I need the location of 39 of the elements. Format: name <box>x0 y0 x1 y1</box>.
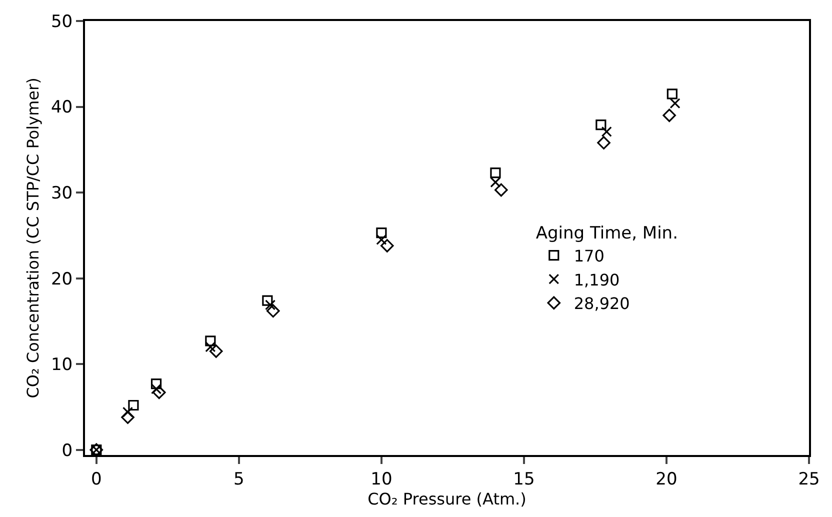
point <box>662 108 676 122</box>
point <box>494 183 508 197</box>
x-axis-title: CO₂ Pressure (Atm.) <box>368 489 526 508</box>
point <box>490 168 501 178</box>
y-axis-title: CO₂ Concentration (CC STP/CC Polymer) <box>23 78 42 398</box>
y-tick-label: 0 <box>62 440 73 461</box>
point <box>264 300 276 310</box>
legend-label: 28,920 <box>574 294 630 314</box>
point <box>152 386 166 400</box>
point <box>205 342 216 352</box>
legend-title: Aging Time, Min. <box>536 223 678 244</box>
x-tick-label: 20 <box>656 469 678 490</box>
y-tick-label: 40 <box>50 98 73 118</box>
point <box>121 410 134 424</box>
point <box>596 119 606 130</box>
point <box>666 88 678 100</box>
x-tick-label: 5 <box>234 469 244 490</box>
legend-label: 1,190 <box>574 270 620 290</box>
point <box>601 126 612 137</box>
point <box>670 98 680 109</box>
point <box>380 239 394 252</box>
point <box>266 304 280 318</box>
point <box>490 176 501 188</box>
x-tick-label: 15 <box>513 469 535 490</box>
point <box>209 344 223 358</box>
point <box>376 228 387 238</box>
point <box>597 136 610 150</box>
point <box>262 295 273 306</box>
x-tick-label: 10 <box>370 469 392 490</box>
legend-label: 170 <box>574 246 604 266</box>
point <box>128 400 139 411</box>
y-tick-label: 30 <box>50 183 73 204</box>
y-tick-label: 10 <box>50 355 73 376</box>
y-tick-label: 50 <box>50 12 73 32</box>
point <box>150 378 162 390</box>
point <box>205 336 216 346</box>
x-tick-label: 0 <box>90 469 102 490</box>
y-tick-label: 20 <box>50 269 73 290</box>
x-tick-label: 25 <box>798 469 820 490</box>
